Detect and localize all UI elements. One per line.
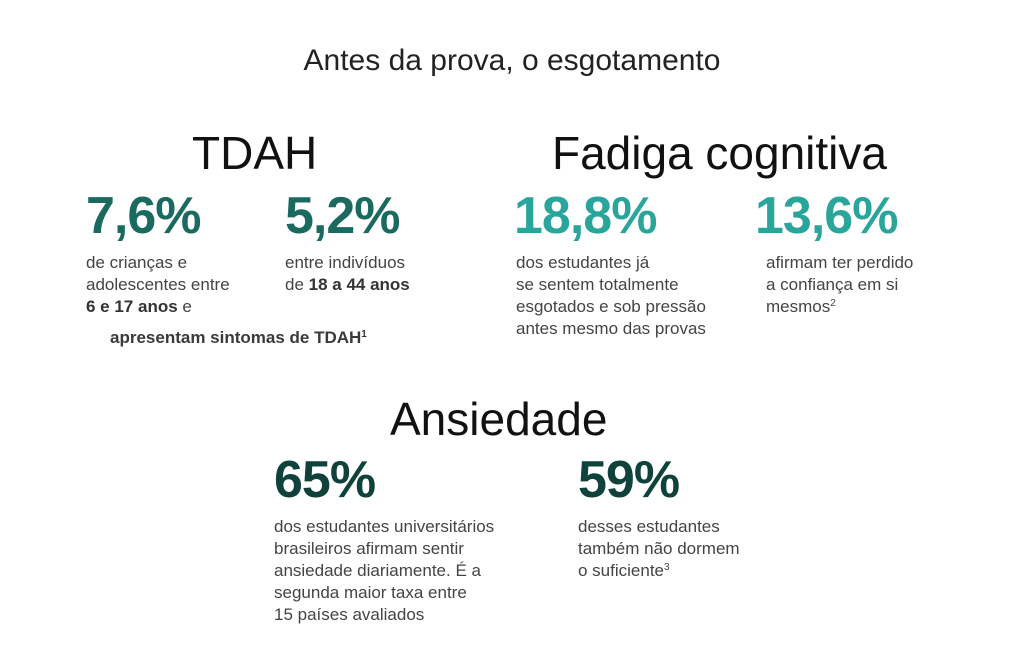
desc-line: afirmam ter perdido — [766, 253, 914, 272]
desc-line: entre indivíduos — [285, 253, 406, 272]
desc-last: o suficiente — [578, 561, 664, 580]
desc-line: mesmos2 — [766, 296, 986, 318]
desc-line: esgotados e sob pressão — [516, 297, 706, 316]
desc-line: dos estudantes universitários — [274, 517, 495, 536]
tdah-note: apresentam sintomas de TDAH1 — [110, 328, 367, 348]
ansiedade-stat-sleep-desc: desses estudantes também não dormem o su… — [578, 516, 798, 582]
note-text: apresentam sintomas de TDAH — [110, 328, 362, 347]
desc-line: 15 países avaliados — [274, 605, 425, 624]
desc-line: também não dormem — [578, 539, 740, 558]
page-title: Antes da prova, o esgotamento — [303, 44, 721, 77]
desc-line: ansiedade diariamente. É a — [274, 561, 481, 580]
ansiedade-stat-sleep: 59% — [578, 451, 680, 509]
fadiga-stat-exhausted-desc: dos estudantes já se sentem totalmente e… — [516, 252, 746, 340]
desc-line: brasileiros afirmam sentir — [274, 539, 464, 558]
tdah-stat-children: 7,6% — [86, 187, 202, 245]
tdah-stat-adults-desc: entre indivíduos de 18 a 44 anos — [285, 252, 465, 296]
desc-bold: 18 a 44 anos — [308, 275, 410, 294]
desc-line: o suficiente3 — [578, 560, 798, 582]
ansiedade-stat-daily: 65% — [274, 451, 376, 509]
desc-line: segunda maior taxa entre — [274, 583, 467, 602]
tdah-stat-adults: 5,2% — [285, 187, 401, 245]
desc-line: adolescentes entre — [86, 275, 230, 294]
section-title-ansiedade: Ansiedade — [390, 393, 608, 445]
desc-line: antes mesmo das provas — [516, 319, 706, 338]
section-title-fadiga: Fadiga cognitiva — [552, 127, 887, 179]
tdah-stat-children-desc: de crianças e adolescentes entre 6 e 17 … — [86, 252, 266, 318]
fadiga-stat-confidence-desc: afirmam ter perdido a confiança em si me… — [766, 252, 986, 318]
desc-tail: e — [177, 297, 192, 316]
desc-line: se sentem totalmente — [516, 275, 679, 294]
section-title-tdah: TDAH — [192, 127, 318, 179]
desc-line: de crianças e — [86, 253, 188, 272]
ansiedade-stat-daily-desc: dos estudantes universitários brasileiro… — [274, 516, 544, 626]
desc-line: desses estudantes — [578, 517, 720, 536]
desc-line: de 18 a 44 anos — [285, 274, 465, 296]
desc-last: mesmos — [766, 297, 831, 316]
desc-line: 6 e 17 anos e — [86, 296, 266, 318]
desc-prefix: de — [285, 275, 309, 294]
desc-bold: 6 e 17 anos — [86, 297, 178, 316]
footnote-marker: 1 — [361, 329, 367, 340]
fadiga-stat-exhausted: 18,8% — [514, 187, 657, 245]
fadiga-stat-confidence: 13,6% — [755, 187, 898, 245]
footnote-marker: 2 — [830, 298, 836, 309]
desc-line: a confiança em si — [766, 275, 899, 294]
footnote-marker: 3 — [664, 562, 670, 573]
desc-line: dos estudantes já — [516, 253, 650, 272]
